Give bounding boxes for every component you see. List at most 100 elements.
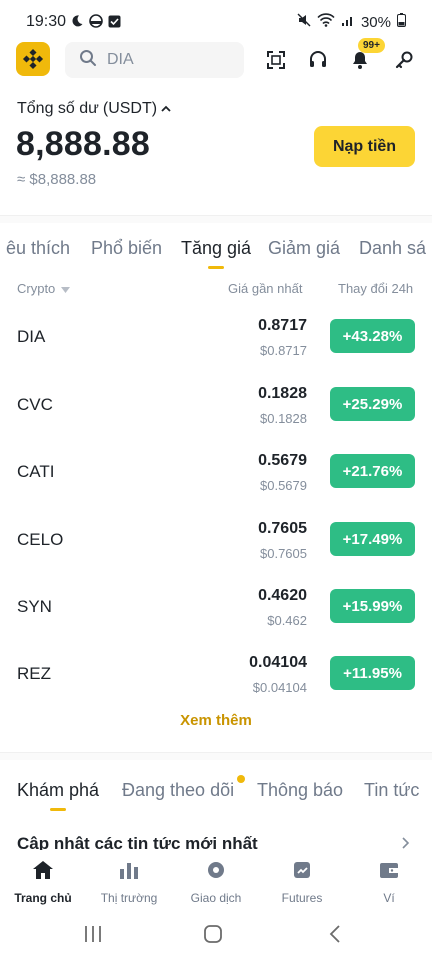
nav-label: Thị trường (100, 891, 158, 905)
nav-futures[interactable]: Futures (259, 860, 345, 905)
mute-icon (297, 13, 311, 31)
futures-icon (291, 860, 313, 885)
binance-logo-icon (22, 48, 44, 70)
nav-trade[interactable]: Giao dịch (173, 860, 259, 905)
active-feed-indicator (50, 808, 66, 811)
row-price: 0.1828 (258, 385, 307, 402)
tab-news[interactable]: Tin tức (364, 780, 420, 800)
back-icon[interactable] (326, 924, 346, 949)
row-change-badge[interactable]: +17.49% (330, 522, 415, 556)
nav-markets[interactable]: Thị trường (86, 860, 172, 905)
market-row[interactable]: REZ 0.04104 $0.04104 +11.95% (0, 646, 432, 714)
tab-announcements[interactable]: Thông báo (257, 780, 344, 800)
last-price-column-label: Giá gần nhất (228, 281, 303, 296)
market-row[interactable]: CATI 0.5679 $0.5679 +21.76% (0, 444, 432, 512)
nav-label: Giao dịch (190, 891, 242, 905)
tab-list[interactable]: Danh sá (359, 238, 427, 258)
search-placeholder: DIA (107, 51, 134, 68)
headset-icon[interactable] (306, 48, 330, 72)
market-row[interactable]: DIA 0.8717 $0.8717 +43.28% (0, 309, 432, 377)
chevron-up-icon (161, 100, 171, 118)
tab-favorites[interactable]: êu thích (6, 238, 71, 258)
row-symbol: CATI (17, 462, 55, 481)
row-price: 0.5679 (258, 452, 307, 469)
nav-label: Trang chủ (14, 891, 72, 905)
status-time: 19:30 (26, 13, 67, 30)
row-change-badge[interactable]: +11.95% (330, 656, 415, 690)
moon-icon (70, 14, 84, 33)
notification-badge: 99+ (358, 38, 385, 53)
change-column-header[interactable]: Thay đổi 24h (338, 281, 413, 296)
news-title[interactable]: Cập nhật các tin tức mới nhất (17, 834, 258, 850)
section-divider (0, 215, 432, 223)
bell-icon[interactable] (348, 48, 372, 72)
battery-icon (397, 13, 406, 31)
bar-chart-icon (118, 860, 140, 885)
scan-icon[interactable] (264, 48, 288, 72)
row-fiat-price: $0.462 (267, 613, 307, 628)
nav-wallet[interactable]: Ví (346, 860, 432, 905)
nav-label: Futures (281, 891, 323, 905)
row-change-badge[interactable]: +15.99% (330, 589, 415, 623)
row-symbol: CVC (17, 395, 53, 414)
market-tabs: êu thích Phổ biến Tăng giá Giảm giá Danh… (0, 232, 432, 272)
market-row[interactable]: CVC 0.1828 $0.1828 +25.29% (0, 377, 432, 445)
row-fiat-price: $0.5679 (260, 478, 307, 493)
last-price-column-header[interactable]: Giá gần nhất (228, 281, 302, 296)
status-bar: 19:30 30% (0, 0, 432, 44)
checkbox-icon (108, 15, 121, 33)
search-bar[interactable]: DIA (65, 42, 244, 78)
home-icon (32, 860, 54, 885)
section-divider (0, 752, 432, 760)
balance-value: 8,888.88 (16, 125, 150, 163)
signal-icon (341, 13, 355, 31)
tab-following[interactable]: Đang theo dõi (122, 780, 235, 800)
search-icon (79, 49, 97, 72)
market-row[interactable]: SYN 0.4620 $0.462 +15.99% (0, 579, 432, 647)
tab-popular[interactable]: Phổ biến (91, 238, 163, 258)
tab-losers[interactable]: Giảm giá (268, 238, 341, 258)
new-dot-indicator (237, 775, 245, 783)
binance-logo[interactable] (16, 42, 50, 76)
row-symbol: CELO (17, 530, 64, 549)
deposit-button[interactable]: Nạp tiền (314, 126, 415, 167)
trade-icon (205, 860, 227, 885)
row-change-badge[interactable]: +21.76% (330, 454, 415, 488)
row-fiat-price: $0.04104 (252, 680, 307, 695)
row-price: 0.4620 (258, 587, 307, 604)
active-tab-indicator (208, 266, 224, 269)
row-fiat-price: $0.8717 (260, 343, 307, 358)
tab-gainers[interactable]: Tăng giá (181, 238, 252, 258)
see-more-link[interactable]: Xem thêm (180, 712, 252, 729)
row-fiat-price: $0.7605 (260, 546, 307, 561)
nav-home[interactable]: Trang chủ (0, 860, 86, 905)
row-change-badge[interactable]: +25.29% (330, 387, 415, 421)
row-symbol: SYN (17, 597, 52, 616)
chevron-right-icon[interactable] (402, 836, 410, 854)
nav-label: Ví (383, 891, 395, 905)
row-fiat-price: $0.1828 (260, 411, 307, 426)
balance-approx: ≈ $8,888.88 (17, 171, 97, 188)
row-change-badge[interactable]: +43.28% (330, 319, 415, 353)
user-key-icon[interactable] (392, 48, 416, 72)
balance-currency: (USDT) (102, 100, 158, 117)
sort-down-icon (61, 281, 71, 296)
crypto-column-label: Crypto (17, 281, 56, 296)
market-row[interactable]: CELO 0.7605 $0.7605 +17.49% (0, 512, 432, 580)
balance-label-text: Tổng số dư (17, 100, 99, 117)
row-symbol: REZ (17, 664, 51, 683)
tab-discover[interactable]: Khám phá (17, 780, 100, 800)
recent-apps-icon[interactable] (83, 924, 103, 949)
home-button-icon[interactable] (203, 924, 223, 949)
change-column-label: Thay đổi 24h (338, 281, 414, 296)
balance-label[interactable]: Tổng số dư (USDT) (17, 100, 171, 118)
wallet-icon (378, 860, 400, 885)
battery-level: 30% (360, 13, 391, 31)
crypto-column-header[interactable]: Crypto (17, 281, 71, 296)
wifi-icon (317, 13, 335, 31)
top-bar: DIA 99+ (0, 38, 432, 80)
system-nav-bar (0, 908, 432, 960)
row-price: 0.7605 (258, 520, 307, 537)
row-price: 0.8717 (258, 317, 307, 334)
row-symbol: DIA (17, 327, 46, 346)
